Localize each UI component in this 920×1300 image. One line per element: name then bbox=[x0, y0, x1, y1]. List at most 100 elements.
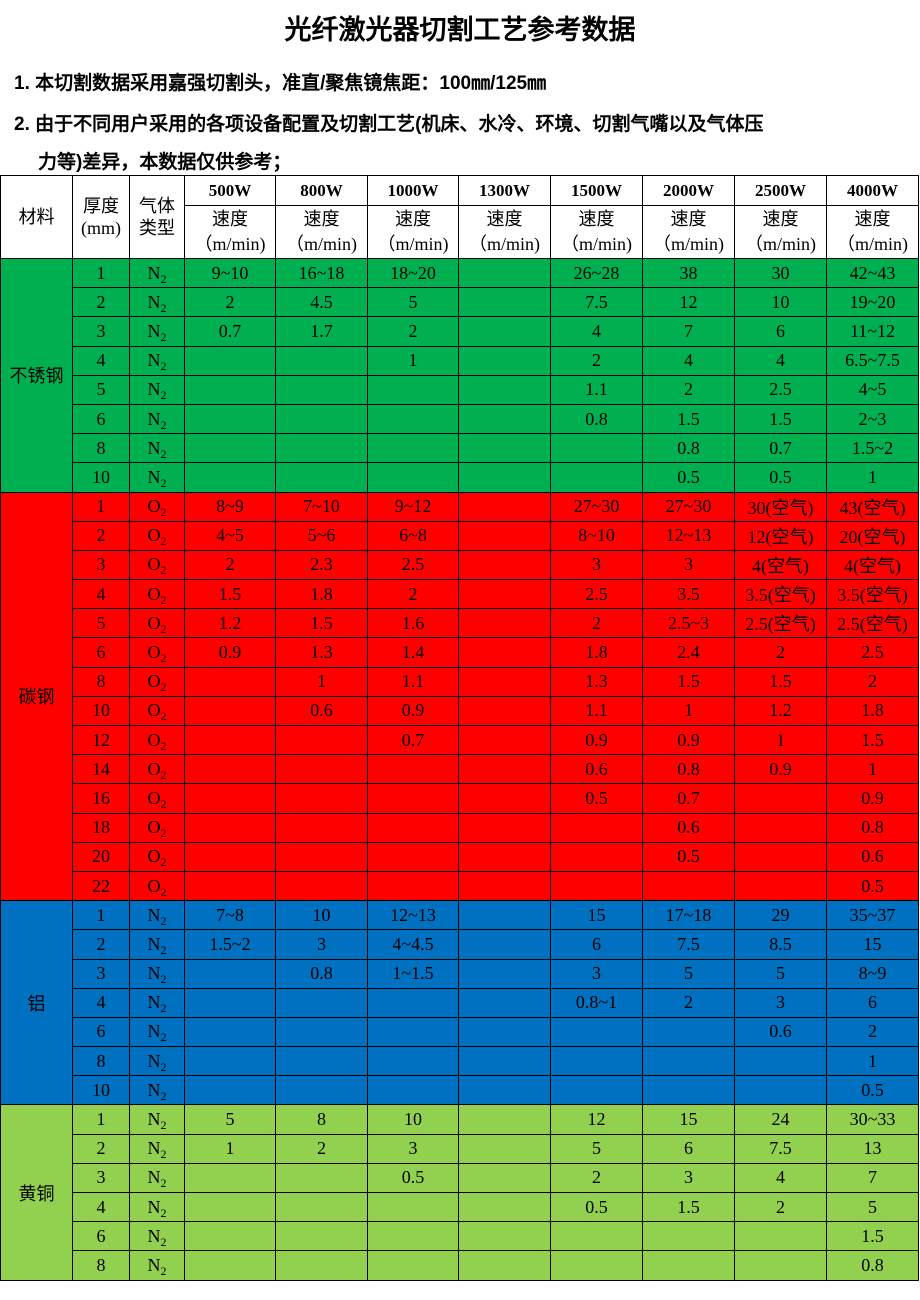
gas-subscript: 2 bbox=[160, 913, 167, 928]
speed-cell: 1 bbox=[275, 666, 368, 697]
speed-cell: 5 bbox=[734, 958, 827, 989]
speed-cell: 29 bbox=[734, 900, 827, 931]
table-row: 6 N2 1.5 bbox=[0, 1221, 919, 1252]
speed-cell bbox=[642, 1075, 735, 1106]
header-speed-unit: （m/min) bbox=[653, 234, 724, 254]
header-speed-label: 速度 bbox=[762, 209, 799, 229]
speed-cell: 1.5 bbox=[275, 608, 368, 639]
speed-cell bbox=[184, 1221, 276, 1252]
speed-cell: 4.5 bbox=[275, 287, 368, 318]
header-row-power: 材料 厚度 (mm) 气体 类型 500W 800W 1000W 1300W 1500W 20… bbox=[0, 175, 919, 259]
thickness-cell: 4 bbox=[72, 1191, 130, 1223]
speed-cell: 0.6 bbox=[550, 754, 643, 785]
gas-cell: N2 bbox=[129, 1075, 185, 1106]
gas-cell: O2 bbox=[129, 520, 185, 551]
gas-symbol: O bbox=[147, 583, 161, 604]
speed-cell: 43(空气) bbox=[826, 491, 919, 522]
speed-cell: 24 bbox=[734, 1104, 827, 1135]
gas-subscript: 2 bbox=[160, 709, 167, 724]
speed-cell bbox=[734, 1221, 827, 1252]
speed-cell bbox=[275, 870, 368, 902]
thickness-cell: 18 bbox=[72, 812, 130, 843]
speed-cell bbox=[275, 374, 368, 405]
speed-cell: 0.9 bbox=[184, 637, 276, 668]
header-power: 500W bbox=[184, 175, 276, 206]
speed-cell bbox=[734, 1046, 827, 1077]
thickness-cell: 2 bbox=[72, 287, 130, 318]
speed-cell: 8 bbox=[275, 1104, 368, 1135]
speed-cell: 2.5(空气) bbox=[826, 608, 919, 639]
speed-cell bbox=[184, 1250, 276, 1281]
speed-cell: 12~13 bbox=[367, 900, 459, 931]
table-row: 8 O2 1 1.1 1.3 1.5 1.5 2 bbox=[0, 666, 919, 697]
speed-cell: 1.5 bbox=[642, 403, 735, 435]
speed-cell bbox=[642, 1046, 735, 1077]
speed-cell: 0.6 bbox=[275, 695, 368, 727]
speed-cell: 4(空气) bbox=[734, 549, 827, 581]
speed-cell: 1.5 bbox=[826, 1221, 919, 1252]
gas-subscript: 2 bbox=[160, 505, 167, 520]
speed-cell: 17~18 bbox=[642, 900, 735, 931]
speed-cell bbox=[458, 637, 551, 668]
gas-subscript: 2 bbox=[160, 534, 167, 549]
speed-cell: 12(空气) bbox=[734, 520, 827, 551]
speed-cell bbox=[184, 403, 276, 435]
speed-cell bbox=[275, 724, 368, 756]
header-power: 2500W bbox=[734, 175, 827, 206]
gas-subscript: 2 bbox=[160, 1118, 167, 1133]
gas-subscript: 2 bbox=[160, 329, 167, 344]
gas-symbol: N bbox=[147, 1167, 161, 1188]
speed-cell: 7 bbox=[826, 1162, 919, 1194]
speed-cell: 5 bbox=[642, 958, 735, 989]
speed-cell: 1 bbox=[826, 462, 919, 493]
speed-cell bbox=[458, 491, 551, 522]
speed-cell bbox=[367, 987, 459, 1018]
header-power: 1500W bbox=[550, 175, 643, 206]
header-speed: 速度 （m/min) bbox=[367, 205, 459, 259]
header-speed: 速度 （m/min) bbox=[184, 205, 276, 259]
speed-cell bbox=[184, 812, 276, 843]
speed-cell bbox=[734, 1250, 827, 1281]
header-power: 1300W bbox=[458, 175, 551, 206]
speed-cell: 0.5 bbox=[642, 841, 735, 872]
gas-subscript: 2 bbox=[160, 1234, 167, 1249]
header-speed-label: 速度 bbox=[854, 209, 891, 229]
gas-cell: N2 bbox=[129, 287, 185, 318]
table-row: 5 N2 1.1 2 2.5 4~5 bbox=[0, 374, 919, 405]
speed-cell: 1.5 bbox=[642, 1191, 735, 1223]
speed-cell bbox=[642, 1016, 735, 1048]
speed-cell bbox=[275, 1221, 368, 1252]
header-speed-unit: （m/min) bbox=[561, 234, 632, 254]
header-speed-label: 速度 bbox=[395, 209, 431, 229]
thickness-cell: 10 bbox=[72, 1075, 130, 1106]
thickness-cell: 3 bbox=[72, 1162, 130, 1194]
thickness-cell: 1 bbox=[72, 900, 130, 931]
thickness-cell: 2 bbox=[72, 1133, 130, 1164]
speed-cell bbox=[184, 433, 276, 464]
speed-cell: 3 bbox=[550, 549, 643, 581]
speed-cell bbox=[458, 549, 551, 581]
note-1: 1. 本切割数据采用嘉强切割头，准直/聚焦镜焦距：100㎜/125㎜ bbox=[14, 73, 547, 94]
speed-cell bbox=[367, 374, 459, 405]
table-row: 3 O2 2 2.3 2.5 3 3 4(空气) 4(空气) bbox=[0, 549, 919, 581]
table-row: 6 O2 0.9 1.3 1.4 1.8 2.4 2 2.5 bbox=[0, 637, 919, 668]
material-cell: 黄铜 bbox=[0, 1104, 73, 1281]
gas-cell: N2 bbox=[129, 1046, 185, 1077]
thickness-cell: 8 bbox=[72, 666, 130, 697]
speed-cell bbox=[275, 403, 368, 435]
speed-cell: 5 bbox=[184, 1104, 276, 1135]
speed-cell: 0.7 bbox=[367, 724, 459, 756]
gas-cell: N2 bbox=[129, 1104, 185, 1135]
thickness-cell: 14 bbox=[72, 754, 130, 785]
speed-cell: 6 bbox=[826, 987, 919, 1018]
table-row: 2 O2 4~5 5~6 6~8 8~10 12~13 12(空气) 20(空气) bbox=[0, 520, 919, 551]
speed-cell bbox=[275, 462, 368, 493]
speed-cell bbox=[550, 462, 643, 493]
speed-cell bbox=[734, 841, 827, 872]
speed-cell: 11~12 bbox=[826, 316, 919, 347]
thickness-cell: 5 bbox=[72, 374, 130, 405]
table-row: 8 N2 1 bbox=[0, 1046, 919, 1077]
speed-cell: 0.5 bbox=[367, 1162, 459, 1194]
header-speed-label: 速度 bbox=[670, 209, 707, 229]
header-material: 材料 bbox=[0, 175, 73, 259]
